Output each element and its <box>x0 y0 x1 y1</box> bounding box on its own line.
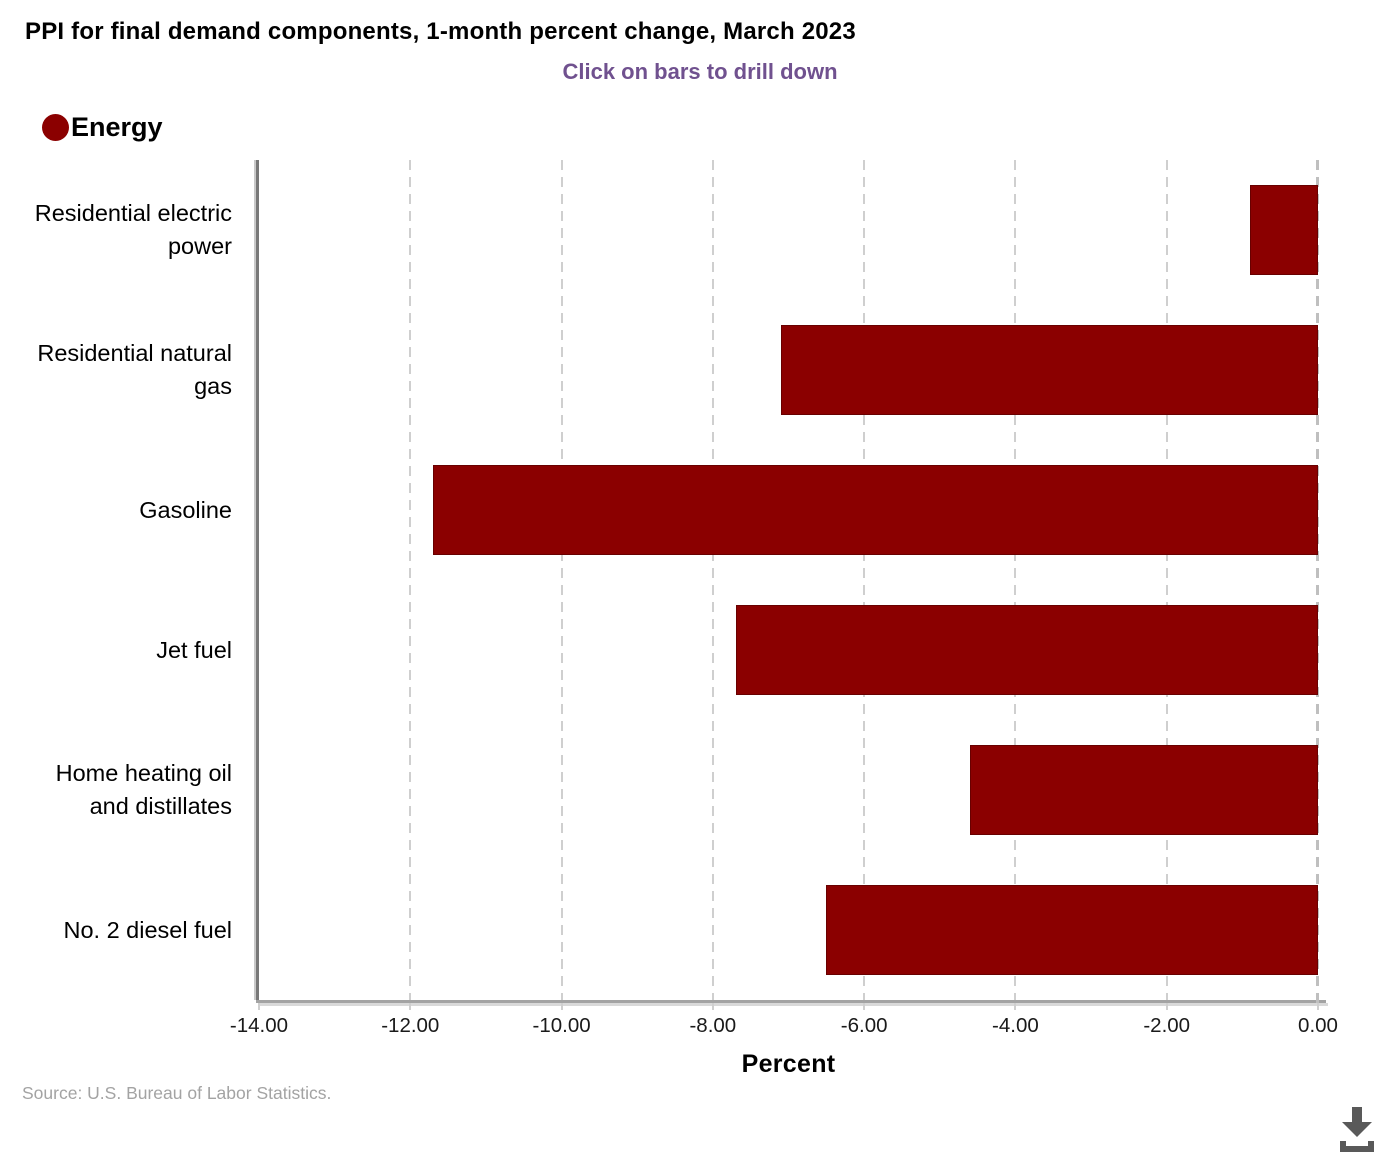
category-axis-labels: Residential electric power Residential na… <box>18 160 232 1000</box>
x-axis-tick-label: -2.00 <box>1143 1014 1191 1037</box>
bar-row <box>259 860 1318 1000</box>
bar-row <box>259 720 1318 860</box>
x-axis-tick-label: -12.00 <box>381 1014 440 1037</box>
category-label: Residential natural gas <box>37 340 232 399</box>
x-axis-title: Percent <box>741 1050 836 1078</box>
x-axis-tick <box>1165 1003 1168 1010</box>
bar-row <box>259 440 1318 580</box>
x-axis-tick <box>863 1003 866 1010</box>
bar-residential-electric-power[interactable] <box>1249 185 1318 275</box>
x-axis-tick-label: -10.00 <box>532 1014 591 1037</box>
gridline <box>711 160 714 1000</box>
x-axis-tick <box>1014 1003 1017 1010</box>
source-note: Source: U.S. Bureau of Labor Statistics. <box>22 1083 332 1103</box>
x-axis-tick <box>409 1003 412 1010</box>
category-label: No. 2 diesel fuel <box>63 916 232 943</box>
download-icon <box>1340 1107 1374 1152</box>
x-axis-tick <box>711 1003 714 1010</box>
x-axis-tick-label: -8.00 <box>689 1014 737 1037</box>
download-button[interactable] <box>1332 1103 1382 1155</box>
bar-row <box>259 300 1318 440</box>
zero-baseline <box>1316 160 1319 1006</box>
legend-energy-dot-icon <box>42 114 69 141</box>
category-label: Home heating oil and distillates <box>55 760 232 819</box>
gridline <box>1165 160 1168 1000</box>
x-axis-ticks <box>258 1003 1319 1011</box>
gridline <box>409 160 412 1000</box>
chart-subtitle: Click on bars to drill down <box>562 59 838 84</box>
legend: Energy <box>42 112 163 143</box>
chart-title: PPI for final demand components, 1-month… <box>25 18 856 45</box>
x-axis-tick-label: -6.00 <box>840 1014 888 1037</box>
bar-row <box>259 160 1318 300</box>
x-axis-tick <box>258 1003 260 1010</box>
gridline <box>560 160 563 1000</box>
bar-residential-natural-gas[interactable] <box>780 325 1318 415</box>
category-label: Residential electric power <box>34 200 232 259</box>
x-axis-line <box>256 1000 1326 1003</box>
x-axis-tick <box>560 1003 563 1010</box>
bar-gasoline[interactable] <box>432 465 1318 555</box>
plot-area <box>256 160 1326 1006</box>
bar-home-heating-oil-and-distillates[interactable] <box>970 745 1318 835</box>
bar-no-2-diesel-fuel[interactable] <box>826 885 1318 975</box>
gridline <box>1014 160 1017 1000</box>
x-axis-tick <box>1317 1003 1319 1010</box>
legend-energy-label: Energy <box>71 112 163 142</box>
category-label: Gasoline <box>139 496 232 523</box>
x-axis-tick-label: 0.00 <box>1298 1014 1338 1037</box>
category-label: Jet fuel <box>156 636 232 663</box>
y-axis-line <box>256 160 259 1000</box>
gridline <box>863 160 866 1000</box>
bar-row <box>259 580 1318 720</box>
bar-jet-fuel[interactable] <box>735 605 1318 695</box>
x-axis-tick-label: -4.00 <box>992 1014 1039 1037</box>
x-axis-tick-label: -14.00 <box>229 1014 289 1037</box>
